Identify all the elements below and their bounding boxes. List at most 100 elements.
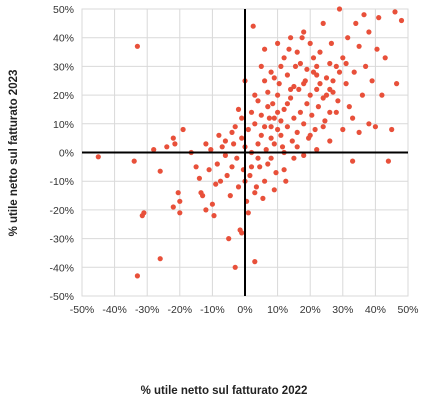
data-point (265, 104, 271, 110)
data-point (366, 29, 372, 35)
data-point (177, 210, 183, 216)
data-point (235, 106, 242, 112)
data-point (320, 124, 326, 130)
data-point (278, 132, 284, 138)
x-tick-label: 20% (300, 304, 321, 316)
data-point (317, 81, 323, 87)
data-point (257, 164, 263, 170)
data-point (222, 138, 228, 144)
data-point (216, 132, 222, 138)
data-points (95, 6, 405, 279)
data-point (219, 144, 225, 150)
y-tick-label: 30% (53, 61, 74, 73)
data-point (320, 20, 326, 26)
data-point (206, 167, 212, 173)
data-point (385, 158, 391, 164)
y-tick-labels: 50% 40% 30% 20% 10% 0% -10% -20% -30% -40% -50% (49, 4, 74, 303)
data-point (258, 132, 264, 138)
y-tick-label: -10% (49, 176, 74, 188)
data-point (314, 86, 320, 92)
data-point (304, 66, 310, 72)
data-point (175, 190, 181, 196)
x-tick-label: 50% (397, 304, 418, 316)
data-point (350, 158, 356, 164)
data-point (151, 147, 157, 153)
x-tick-labels: -50% -40% -30% -20% -10% 0% 10% 20% 30% 40% 50% (70, 304, 419, 316)
data-point (234, 155, 240, 161)
data-point (335, 98, 341, 104)
data-point (95, 154, 101, 160)
x-tick-label: 40% (365, 304, 386, 316)
data-point (248, 164, 255, 170)
data-point (232, 264, 238, 270)
data-point (336, 6, 343, 12)
y-tick-label: -40% (49, 262, 74, 274)
data-point (327, 60, 333, 67)
data-point (312, 126, 318, 133)
data-point (361, 12, 367, 18)
data-point (281, 167, 287, 173)
data-point (172, 141, 178, 147)
y-tick-label: 10% (53, 119, 74, 131)
data-point (229, 164, 235, 170)
data-point (232, 124, 238, 130)
data-point (294, 129, 300, 135)
data-point (374, 46, 380, 52)
data-point (213, 181, 219, 187)
data-point (333, 63, 339, 69)
data-point (170, 135, 176, 141)
data-point (170, 204, 176, 210)
data-point (356, 43, 362, 49)
data-point (291, 115, 297, 121)
data-point (356, 129, 362, 135)
data-point (382, 55, 388, 61)
data-point (248, 109, 255, 115)
data-point (245, 210, 251, 216)
data-point (252, 190, 258, 196)
x-tick-label: -50% (70, 304, 95, 316)
data-point (328, 40, 334, 47)
data-point (229, 129, 235, 135)
data-point (227, 193, 233, 199)
data-point (200, 193, 206, 199)
data-point (336, 69, 343, 75)
data-point (297, 60, 303, 67)
data-point (345, 35, 351, 41)
data-point (275, 109, 281, 115)
data-point (258, 63, 264, 69)
data-point (270, 101, 276, 107)
x-axis-title: % utile netto sul fatturato 2022 (141, 385, 308, 397)
data-point (273, 170, 279, 176)
data-point (323, 92, 330, 98)
data-point (131, 158, 137, 164)
data-point (239, 135, 245, 141)
y-tick-label: 20% (53, 90, 74, 102)
data-point (275, 92, 281, 98)
data-point (333, 109, 339, 115)
y-tick-label: -30% (49, 234, 74, 246)
data-point (340, 55, 346, 61)
data-point (239, 115, 245, 121)
data-point (389, 126, 395, 133)
data-point (299, 35, 305, 41)
data-point (222, 152, 228, 158)
data-point (271, 141, 277, 147)
data-point (307, 132, 313, 138)
data-point (208, 147, 214, 153)
data-point (235, 184, 242, 190)
data-point (262, 78, 268, 84)
data-point (224, 172, 230, 179)
data-point (359, 92, 365, 98)
data-point (310, 55, 317, 61)
data-point (314, 63, 320, 69)
data-point (288, 86, 294, 92)
data-point (323, 75, 330, 81)
data-point (322, 118, 328, 124)
data-point (203, 207, 209, 213)
x-tick-label: -40% (102, 304, 127, 316)
data-point (255, 155, 261, 161)
data-point (284, 72, 290, 78)
data-point (327, 138, 333, 144)
data-point (268, 155, 274, 161)
data-point (265, 161, 271, 167)
